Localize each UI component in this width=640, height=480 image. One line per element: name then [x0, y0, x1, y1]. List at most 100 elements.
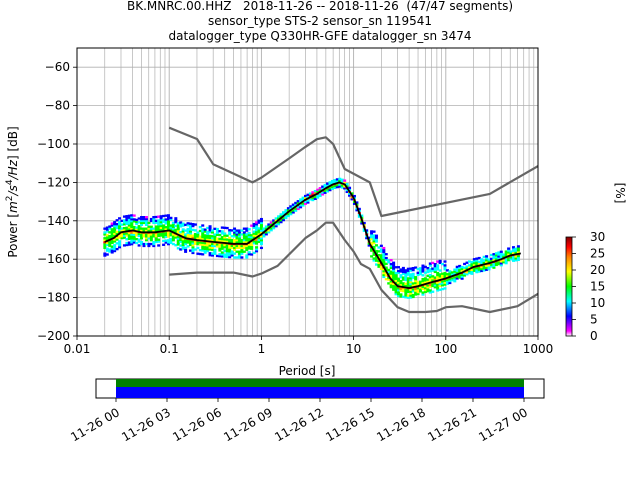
- heatmap-cell: [467, 266, 471, 269]
- heatmap-cell: [247, 235, 251, 239]
- heatmap-cell: [396, 279, 400, 282]
- heatmap-cell: [438, 269, 442, 272]
- heatmap-cell: [394, 292, 398, 296]
- heatmap-cell: [279, 220, 283, 224]
- heatmap-cell: [191, 242, 195, 245]
- heatmap-cell: [206, 246, 210, 249]
- heatmap-cell: [389, 264, 393, 268]
- heatmap-cell: [162, 235, 166, 239]
- heatmap-cell: [189, 230, 193, 233]
- heatmap-cell: [274, 217, 278, 220]
- heatmap-cell: [149, 242, 153, 246]
- heatmap-cell: [201, 247, 205, 250]
- heatmap-cell: [166, 227, 170, 230]
- heatmap-cell: [186, 227, 190, 231]
- heatmap-cell: [458, 270, 462, 273]
- heatmap-cell: [304, 200, 308, 203]
- heatmap-cell: [115, 247, 119, 251]
- heatmap-cell: [294, 201, 298, 205]
- heatmap-cell: [294, 207, 298, 210]
- heatmap-cell: [477, 270, 481, 273]
- heatmap-cell: [213, 248, 217, 252]
- heatmap-cell: [433, 282, 437, 285]
- heatmap-cell: [296, 200, 300, 203]
- heatmap-cell: [514, 251, 518, 254]
- heatmap-cell: [247, 245, 251, 248]
- heatmap-cell: [323, 191, 327, 194]
- heatmap-cell: [406, 269, 410, 272]
- heatmap-cell: [436, 264, 440, 267]
- heatmap-cell: [132, 218, 136, 221]
- heatmap-cell: [338, 179, 342, 182]
- heatmap-cell: [286, 209, 290, 212]
- heatmap-cell: [166, 233, 170, 236]
- heatmap-cell: [458, 268, 462, 272]
- heatmap-cell: [169, 234, 173, 237]
- heatmap-cell: [257, 240, 261, 244]
- heatmap-cell: [144, 221, 148, 225]
- heatmap-cell: [404, 278, 408, 282]
- colorbar-label: [%]: [613, 183, 627, 204]
- heatmap-cell: [387, 270, 391, 274]
- heatmap-cell: [507, 258, 511, 262]
- heatmap-cell: [345, 183, 349, 186]
- heatmap-cell: [184, 246, 188, 250]
- heatmap-cell: [304, 194, 308, 198]
- heatmap-cell: [389, 270, 393, 273]
- heatmap-cell: [360, 214, 364, 217]
- heatmap-cell: [208, 227, 212, 230]
- heatmap-cell: [147, 225, 151, 228]
- heatmap-cell: [191, 244, 195, 247]
- colorbar-ticks: 0 5 10 15 20 25 30: [572, 230, 605, 343]
- heatmap-cell: [122, 244, 126, 247]
- heatmap-cell: [142, 217, 146, 221]
- heatmap-cell: [362, 221, 366, 225]
- heatmap-cell: [211, 237, 215, 240]
- heatmap-cell: [453, 268, 457, 271]
- heatmap-cell: [110, 224, 114, 227]
- heatmap-cell: [433, 286, 437, 289]
- heatmap-cell: [215, 243, 219, 246]
- heatmap-cell: [127, 228, 131, 231]
- heatmap-cell: [455, 275, 459, 278]
- heatmap-cell: [144, 237, 148, 240]
- heatmap-cell: [259, 227, 263, 230]
- heatmap-cell: [443, 271, 447, 275]
- heatmap-cell: [487, 264, 491, 267]
- heatmap-cell: [242, 237, 246, 240]
- heatmap-cell: [142, 219, 146, 223]
- heatmap-cell: [257, 227, 261, 230]
- heatmap-cell: [455, 277, 459, 280]
- heatmap-cell: [215, 245, 219, 248]
- heatmap-cell: [357, 207, 361, 211]
- heatmap-cell: [499, 252, 503, 255]
- heatmap-cell: [269, 221, 273, 224]
- heatmap-cell: [443, 275, 447, 279]
- heatmap-cell: [142, 221, 146, 225]
- heatmap-cell: [247, 251, 251, 254]
- heatmap-cell: [223, 232, 227, 235]
- heatmap-cell: [215, 254, 219, 258]
- heatmap-cell: [179, 223, 183, 226]
- heatmap-cell: [480, 262, 484, 265]
- heatmap-cell: [225, 249, 229, 253]
- heatmap-cell: [220, 247, 224, 250]
- heatmap-cell: [436, 275, 440, 279]
- heatmap-cell: [110, 251, 114, 254]
- heatmap-cell: [286, 212, 290, 216]
- heatmap-cell: [157, 232, 161, 236]
- heatmap-cell: [448, 274, 452, 277]
- heatmap-cell: [379, 265, 383, 269]
- heatmap-cell: [152, 219, 156, 223]
- y-label-post: ] [dB]: [6, 126, 20, 160]
- heatmap-cell: [499, 264, 503, 267]
- heatmap-cell: [147, 237, 151, 240]
- heatmap-cell: [105, 247, 109, 250]
- heatmap-cell: [389, 285, 393, 289]
- heatmap-cell: [191, 236, 195, 239]
- heatmap-cell: [377, 261, 381, 265]
- heatmap-cell: [181, 237, 185, 241]
- heatmap-cell: [162, 232, 166, 235]
- heatmap-cell: [433, 270, 437, 274]
- heatmap-cell: [394, 266, 398, 269]
